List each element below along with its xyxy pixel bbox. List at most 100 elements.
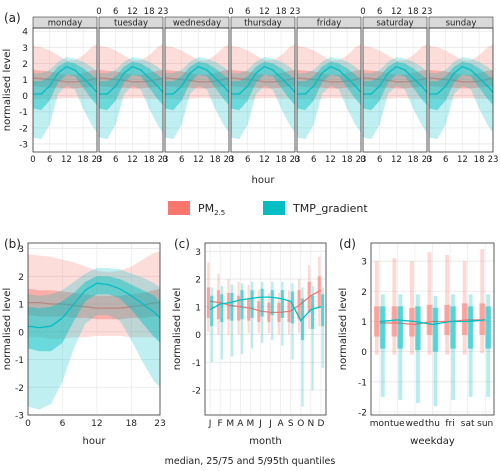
box-iqr-tmp-gradient bbox=[379, 306, 386, 349]
y-tick-label: -1 bbox=[358, 378, 367, 388]
y-tick-label: 3 bbox=[361, 258, 367, 268]
band-75-tmp-gradient bbox=[231, 61, 295, 111]
band-95-tmp-gradient bbox=[28, 268, 160, 410]
band-95-tmp-gradient bbox=[297, 57, 361, 140]
box-iqr-tmp-gradient bbox=[397, 306, 404, 349]
box-iqr-tmp-gradient bbox=[321, 294, 325, 327]
x-tick-label: 6 bbox=[245, 155, 250, 165]
box-iqr-tmp-gradient bbox=[240, 290, 244, 320]
box-iqr-tmp-gradient bbox=[485, 306, 492, 349]
x-tick-label: 12 bbox=[61, 155, 72, 165]
median-line-pm2-5 bbox=[296, 77, 362, 83]
band-95-tmp-gradient bbox=[429, 57, 493, 140]
legend-label-pm25: PM2.5 bbox=[198, 202, 225, 217]
facet-label: sunday bbox=[446, 19, 477, 29]
median-line-tmp-gradient bbox=[363, 65, 428, 95]
band-75-pm2-5 bbox=[33, 69, 97, 89]
box-whisker-tmp-gradient bbox=[311, 286, 314, 391]
box-iqr-tmp-gradient bbox=[230, 292, 234, 321]
facet-label: wednesday bbox=[173, 19, 221, 29]
x-tick-label: thu bbox=[425, 419, 440, 429]
y-tick-label: -2 bbox=[15, 384, 24, 394]
x-tick-label: 18 bbox=[210, 155, 221, 165]
band-95-tmp-gradient bbox=[231, 57, 295, 140]
x-tick-label: 6 bbox=[60, 419, 66, 429]
box-iqr-pm2-5 bbox=[391, 306, 398, 337]
facet-monday: monday 0 6 12 18 23 bbox=[30, 16, 102, 165]
x-tick-label: 18 bbox=[276, 155, 287, 165]
x-tick-label: 0 bbox=[96, 155, 101, 165]
box-iqr-pm2-5 bbox=[226, 292, 231, 320]
legend: PM2.5 TMP_gradient bbox=[168, 201, 368, 217]
x-tick-label: N bbox=[308, 419, 315, 429]
x-tick-label: 6 bbox=[377, 155, 382, 165]
band-95-tmp-gradient bbox=[165, 57, 229, 140]
box-whisker-tmp-gradient bbox=[220, 286, 223, 360]
x-tick-label-top: 23 bbox=[158, 7, 169, 17]
y-tick-label: 1 bbox=[18, 301, 24, 311]
plot-frame bbox=[204, 242, 327, 416]
x-tick-label: 0 bbox=[426, 155, 431, 165]
box-iqr-tmp-gradient bbox=[415, 306, 421, 351]
box-iqr-pm2-5 bbox=[206, 287, 210, 318]
box-iqr-pm2-5 bbox=[317, 276, 321, 309]
x-tick-label: wed bbox=[406, 419, 425, 429]
x-tick-label: 12 bbox=[91, 419, 102, 429]
y-tick-label: 2 bbox=[195, 276, 201, 286]
band-75-pm2-5 bbox=[429, 69, 493, 89]
y-tick-label: 3 bbox=[195, 248, 201, 258]
y-tick-label: -2 bbox=[192, 387, 201, 397]
band-75-tmp-gradient bbox=[99, 61, 163, 111]
facet-frame bbox=[98, 27, 164, 153]
median-line-pm2-5 bbox=[362, 77, 428, 83]
median-line-tmp-gradient bbox=[33, 65, 98, 95]
x-tick-label: 23 bbox=[356, 155, 367, 165]
x-tick-label-top: 0 bbox=[228, 7, 233, 17]
legend-swatch-pm25 bbox=[168, 201, 190, 215]
x-tick-label: 12 bbox=[259, 155, 270, 165]
x-tick-label-top: 0 bbox=[360, 7, 365, 17]
band-95-pm2-5 bbox=[28, 251, 160, 339]
band-95-tmp-gradient bbox=[33, 57, 97, 140]
box-iqr-pm2-5 bbox=[479, 303, 486, 336]
facet-friday: friday 0 6 12 18 23 bbox=[294, 16, 367, 165]
x-tick-label: 6 bbox=[311, 155, 316, 165]
x-tick-label-top: 12 bbox=[259, 7, 270, 17]
band-75-pm2-5 bbox=[99, 69, 163, 89]
box-iqr-tmp-gradient bbox=[450, 306, 456, 349]
x-axis-label: weekday bbox=[410, 436, 455, 447]
y-tick-label: -3 bbox=[19, 140, 28, 150]
x-tick-label: 6 bbox=[179, 155, 184, 165]
facet-frame bbox=[230, 27, 296, 153]
y-tick-label: 1 bbox=[22, 76, 28, 86]
x-tick-label: F bbox=[218, 419, 223, 429]
panel-a-tag: (a) bbox=[4, 11, 21, 25]
median-line-pm2-5 bbox=[379, 319, 486, 326]
x-tick-label: 18 bbox=[408, 155, 419, 165]
band-75-tmp-gradient bbox=[28, 276, 160, 352]
band-75-tmp-gradient bbox=[363, 61, 427, 111]
x-tick-label: 6 bbox=[113, 155, 118, 165]
x-tick-label: 12 bbox=[391, 155, 402, 165]
x-tick-label: 18 bbox=[126, 419, 138, 429]
box-iqr-pm2-5 bbox=[247, 298, 251, 321]
facet-frame bbox=[428, 27, 494, 153]
y-tick-label: -1 bbox=[192, 359, 201, 369]
median-line-pm2-5 bbox=[428, 77, 494, 83]
facet-frame bbox=[32, 27, 98, 153]
facet-wednesday: wednesday 0 6 12 18 23 bbox=[162, 16, 234, 165]
x-tick-label-top: 6 bbox=[113, 7, 118, 17]
x-tick-label: S bbox=[288, 419, 294, 429]
facet-label: saturday bbox=[376, 19, 413, 29]
facet-label: monday bbox=[48, 19, 83, 29]
median-line-tmp-gradient bbox=[429, 65, 494, 95]
x-tick-label: M bbox=[246, 419, 254, 429]
box-iqr-tmp-gradient bbox=[210, 295, 214, 327]
panel-d-tag: (d) bbox=[339, 237, 356, 251]
plot-frame bbox=[27, 242, 161, 416]
y-tick-label: 3 bbox=[18, 245, 24, 255]
x-tick-label-top: 23 bbox=[290, 7, 301, 17]
